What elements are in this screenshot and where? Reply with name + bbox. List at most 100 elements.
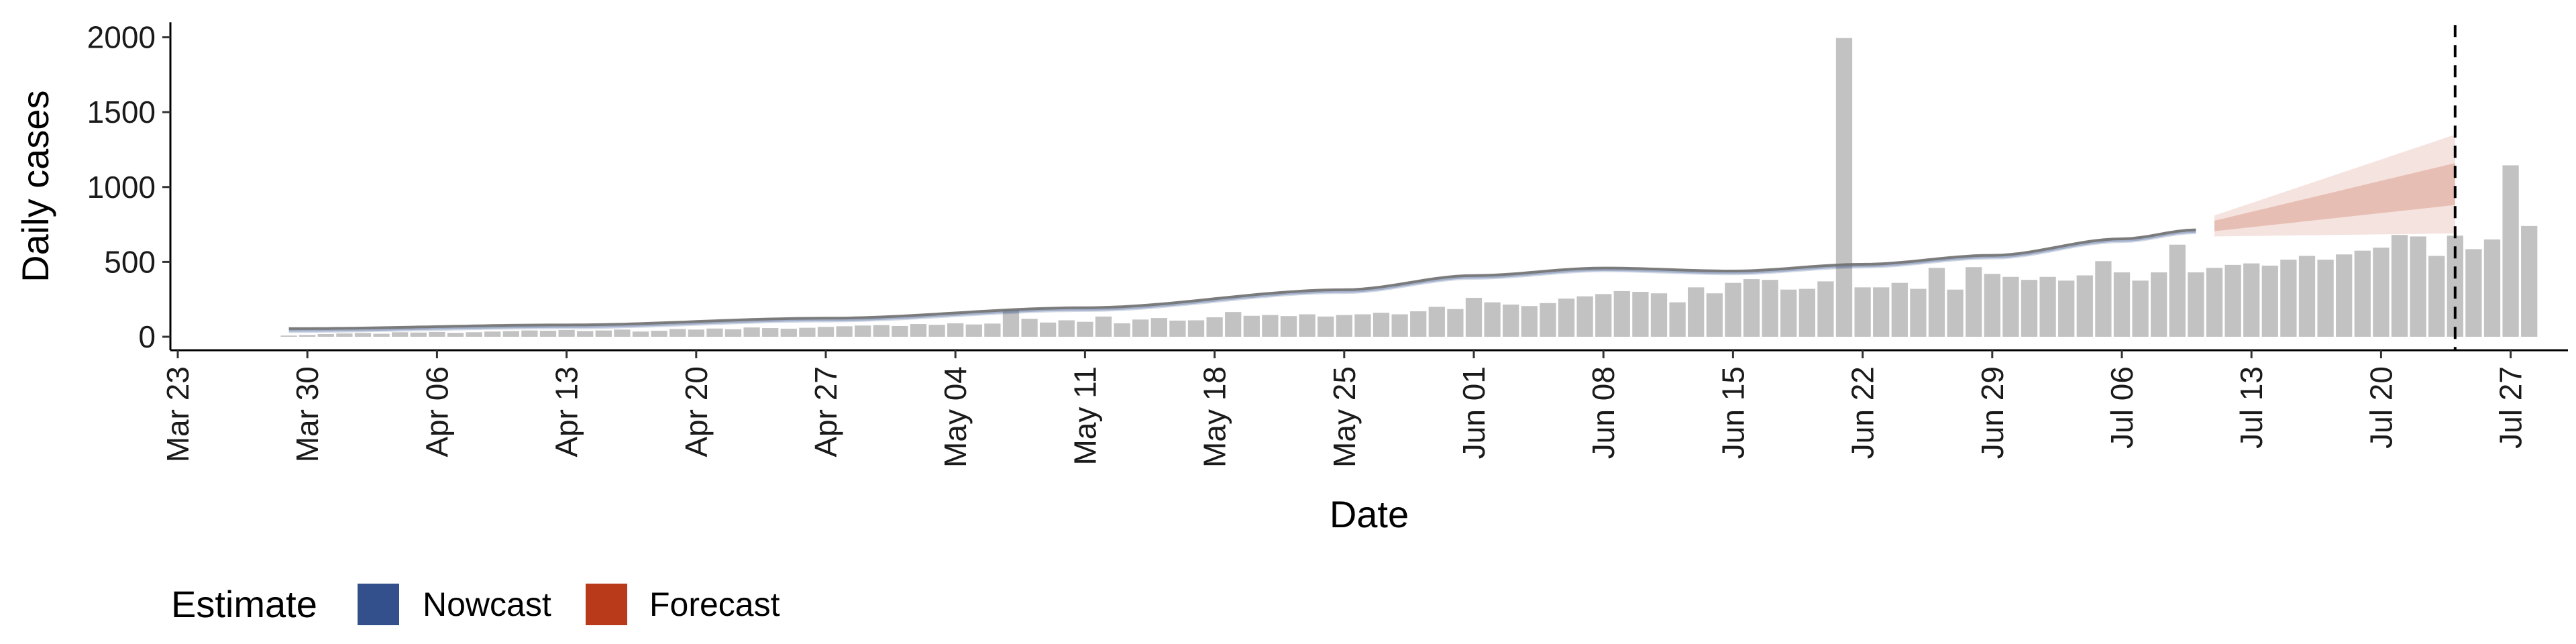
case-bar [2354, 250, 2371, 337]
case-bar [466, 332, 482, 337]
case-bar [354, 333, 372, 337]
case-bar [2224, 264, 2241, 337]
case-bar [2188, 272, 2204, 337]
case-bar [2169, 244, 2186, 337]
x-tick-label: May 18 [1197, 366, 1232, 468]
case-bar [1077, 321, 1093, 337]
x-tick-label: Jun 08 [1586, 366, 1621, 459]
x-tick-label: Jun 22 [1845, 366, 1880, 459]
case-bar [1243, 315, 1260, 337]
case-bar [1503, 305, 1519, 337]
case-bar [632, 331, 649, 337]
case-bar [855, 325, 871, 337]
case-bar [1280, 316, 1297, 337]
case-bar [1206, 317, 1223, 337]
case-bar [1021, 319, 1038, 337]
case-bar [1002, 309, 1020, 337]
legend-label-nowcast: Nowcast [423, 586, 551, 623]
case-bar [1928, 268, 1945, 337]
case-bar [836, 326, 853, 337]
x-tick-label: May 25 [1327, 366, 1362, 468]
y-axis-title: Daily cases [14, 91, 56, 282]
case-bar [1613, 290, 1630, 337]
case-bar [892, 325, 908, 337]
x-tick-label: Apr 27 [808, 366, 843, 458]
case-bar [1799, 288, 1815, 337]
case-bar [2391, 235, 2408, 337]
y-axis: 0 500 1000 1500 2000 Daily cases [14, 20, 172, 354]
case-bar [1780, 289, 1797, 337]
case-bar [1540, 303, 1556, 337]
case-bar [743, 327, 760, 337]
case-bar [2502, 165, 2519, 337]
x-ticks: Mar 23 Mar 30 Apr 06 Apr 13 Apr 20 Apr 27 May … [160, 350, 2528, 468]
x-tick-label: May 04 [938, 366, 973, 468]
case-bar [1669, 302, 1686, 337]
case-bar [1706, 293, 1723, 337]
case-bar [1873, 287, 1890, 337]
x-tick-label: Jun 01 [1456, 366, 1491, 459]
case-bar [1762, 280, 1778, 337]
case-bar [410, 332, 427, 337]
forecast-layer [2214, 134, 2455, 237]
case-bar [1891, 282, 1908, 337]
forecast-band-outer [2214, 134, 2455, 237]
y-tick-label: 1000 [87, 170, 156, 205]
case-bar [1650, 293, 1668, 337]
case-bar [799, 327, 816, 337]
x-tick-label: Mar 30 [290, 366, 325, 462]
x-tick-label: Apr 13 [549, 366, 584, 458]
case-bar [2039, 276, 2056, 337]
case-bar [2298, 256, 2316, 337]
case-bar [1262, 315, 1279, 337]
case-bar [2151, 272, 2167, 337]
case-bar [1576, 296, 1593, 337]
x-tick-label: Jul 06 [2104, 366, 2139, 449]
case-bar [1040, 322, 1057, 337]
nowcast-layer [288, 228, 2196, 333]
case-bar [1318, 316, 1334, 337]
case-bar [873, 325, 890, 337]
case-bar [1966, 267, 1982, 337]
case-bar [447, 333, 464, 337]
case-bar [502, 331, 519, 337]
case-bar [373, 333, 390, 337]
case-bar [2132, 280, 2149, 337]
case-bar [1447, 309, 1464, 337]
case-bar [2410, 236, 2426, 337]
y-tick-label: 1500 [87, 95, 156, 129]
y-tick-label: 0 [138, 319, 156, 354]
case-bar [1299, 314, 1316, 337]
case-bar [1132, 319, 1149, 337]
forecast-band-inner [2214, 163, 2455, 231]
case-bar [762, 328, 779, 337]
case-bar [577, 331, 594, 337]
x-tick-label: Apr 20 [679, 366, 714, 458]
case-bar [2280, 260, 2297, 337]
case-bar [484, 331, 501, 337]
case-bar [1484, 302, 1501, 337]
case-bar [2521, 225, 2538, 337]
case-bar [1373, 313, 1390, 337]
bars-layer [280, 38, 2538, 337]
case-bar [706, 328, 723, 337]
y-tick-label: 500 [104, 244, 156, 279]
case-bar [2373, 248, 2390, 337]
case-bar [299, 335, 316, 337]
plot-area [280, 25, 2538, 351]
case-bar [2483, 239, 2501, 337]
legend-title: Estimate [171, 583, 317, 625]
case-bar [392, 332, 409, 337]
case-bar [1114, 323, 1130, 337]
case-bar [614, 329, 631, 337]
case-bar [1854, 287, 1871, 337]
legend-swatch-nowcast [358, 584, 399, 625]
case-bar [1910, 288, 1927, 337]
case-bar [336, 333, 353, 337]
case-bar [2317, 260, 2334, 337]
case-bar [1058, 320, 1075, 337]
case-bar [1410, 311, 1427, 337]
x-tick-label: Jul 27 [2493, 366, 2528, 449]
case-bar [2095, 261, 2112, 337]
